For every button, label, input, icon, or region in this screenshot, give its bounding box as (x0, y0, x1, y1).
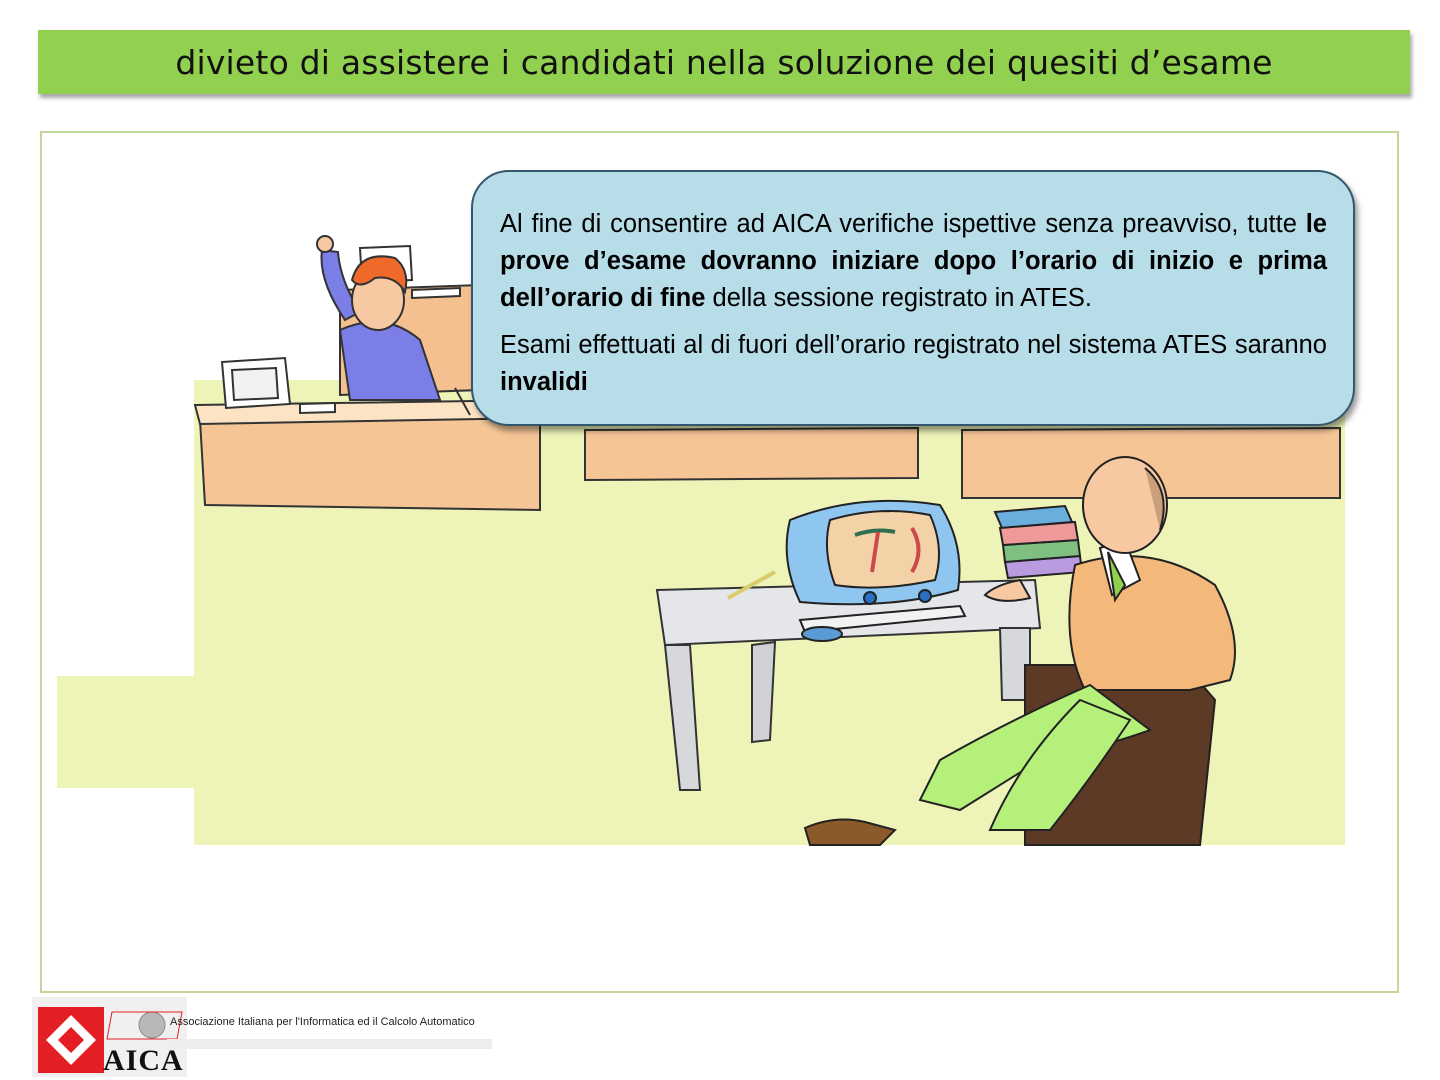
callout-text-2a: Esami effettuati al di fuori dell’orario… (500, 331, 1327, 359)
callout-box: Al fine di consentire ad AICA verifiche … (471, 170, 1355, 426)
callout-text-1c: della sessione registrato in ATES. (705, 284, 1092, 312)
slide-title: divieto di assistere i candidati nella s… (175, 42, 1273, 82)
aica-wordmark: AICA (103, 1044, 184, 1077)
callout-paragraph-2: Esami effettuati al di fuori dell’orario… (500, 327, 1327, 401)
teacher-man (803, 456, 1236, 846)
callout-text-2b-bold: invalidi (500, 368, 588, 396)
candidate-woman (316, 235, 471, 416)
callout-text-1a: Al fine di consentire ad AICA verifiche … (500, 210, 1306, 238)
stack-of-books (993, 504, 1084, 580)
computer-monitor (727, 499, 967, 642)
aica-org-name: Associazione Italiana per l'Informatica … (170, 1016, 475, 1028)
floor-patch (57, 676, 685, 788)
back-monitor-left (220, 356, 336, 415)
callout-text-1b-bold: le prove d’esame dovranno iniziare dopo … (500, 210, 1327, 312)
callout-paragraph-1: Al fine di consentire ad AICA verifiche … (500, 206, 1327, 317)
title-bar: divieto di assistere i candidati nella s… (38, 30, 1410, 94)
aica-logo (32, 997, 492, 1077)
teacher-desk (655, 578, 1042, 791)
